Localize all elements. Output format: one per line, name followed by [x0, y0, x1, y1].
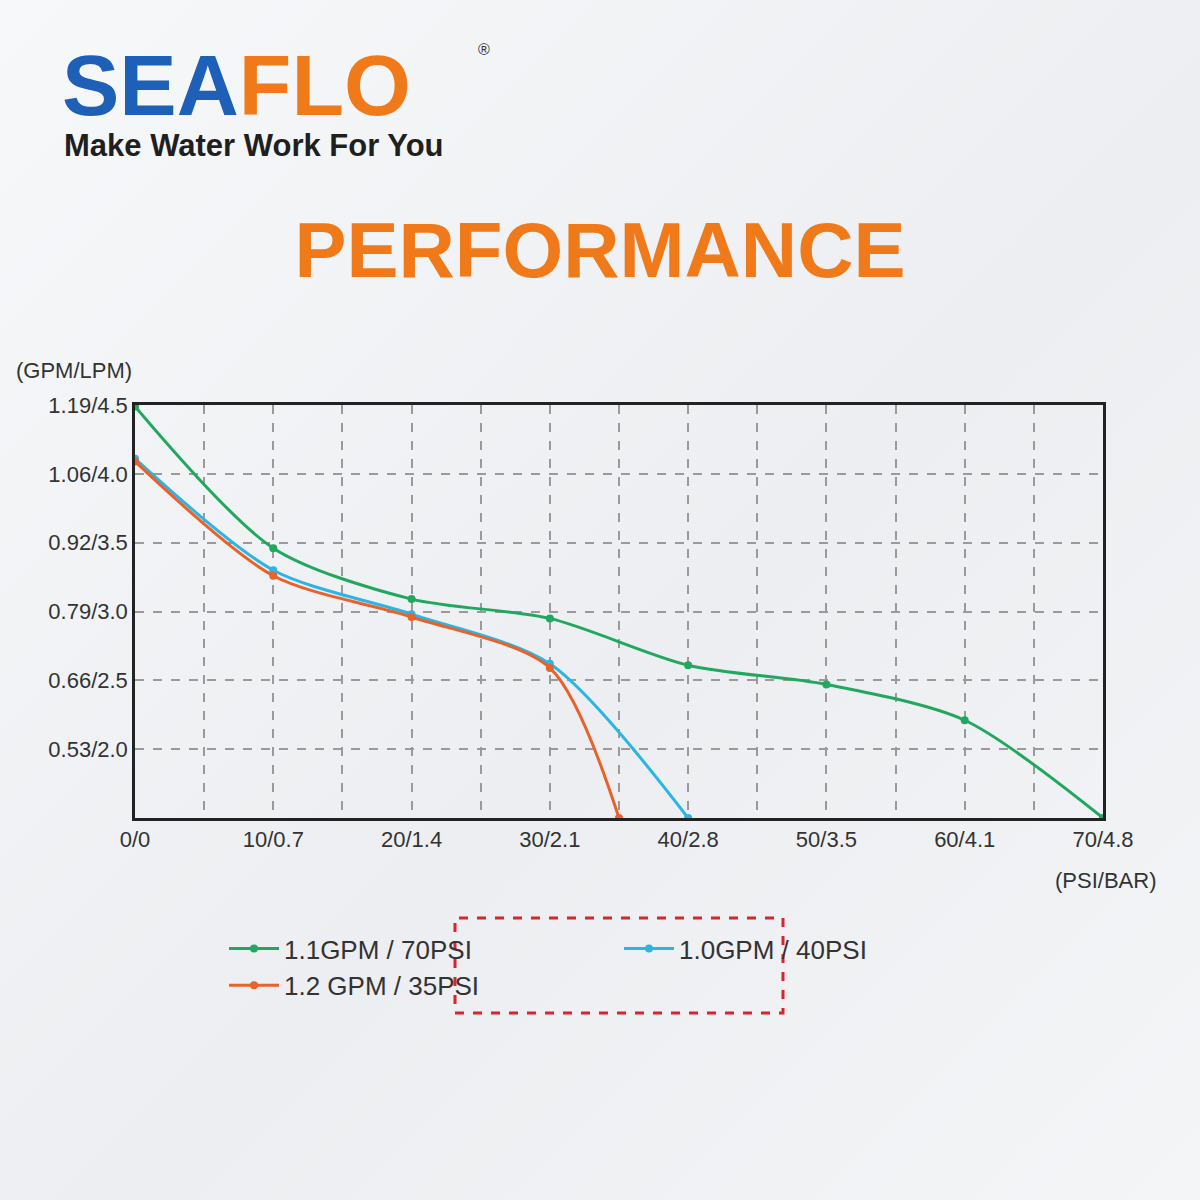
svg-text:40/2.8: 40/2.8 [658, 827, 719, 852]
svg-text:0.66/2.5: 0.66/2.5 [48, 668, 128, 693]
svg-text:(PSI/BAR): (PSI/BAR) [1055, 868, 1156, 893]
svg-text:1.2 GPM / 35PSI: 1.2 GPM / 35PSI [284, 971, 479, 1001]
svg-text:50/3.5: 50/3.5 [796, 827, 857, 852]
svg-text:10/0.7: 10/0.7 [243, 827, 304, 852]
svg-text:70/4.8: 70/4.8 [1072, 827, 1133, 852]
svg-text:1.1GPM / 70PSI: 1.1GPM / 70PSI [284, 935, 472, 965]
svg-text:PERFORMANCE: PERFORMANCE [294, 206, 905, 294]
svg-text:(GPM/LPM): (GPM/LPM) [16, 358, 132, 383]
svg-text:0.53/2.0: 0.53/2.0 [48, 737, 128, 762]
svg-text:30/2.1: 30/2.1 [519, 827, 580, 852]
svg-text:0/0: 0/0 [120, 827, 151, 852]
svg-text:0.79/3.0: 0.79/3.0 [48, 599, 128, 624]
svg-text:SEAFLO: SEAFLO [62, 37, 411, 133]
svg-text:®: ® [478, 41, 490, 58]
svg-text:1.19/4.5: 1.19/4.5 [48, 393, 128, 418]
svg-text:Make Water Work For You: Make Water Work For You [64, 128, 444, 163]
svg-text:1.0GPM / 40PSI: 1.0GPM / 40PSI [679, 935, 867, 965]
svg-text:0.92/3.5: 0.92/3.5 [48, 530, 128, 555]
svg-text:1.06/4.0: 1.06/4.0 [48, 462, 128, 487]
svg-text:20/1.4: 20/1.4 [381, 827, 442, 852]
svg-text:60/4.1: 60/4.1 [934, 827, 995, 852]
